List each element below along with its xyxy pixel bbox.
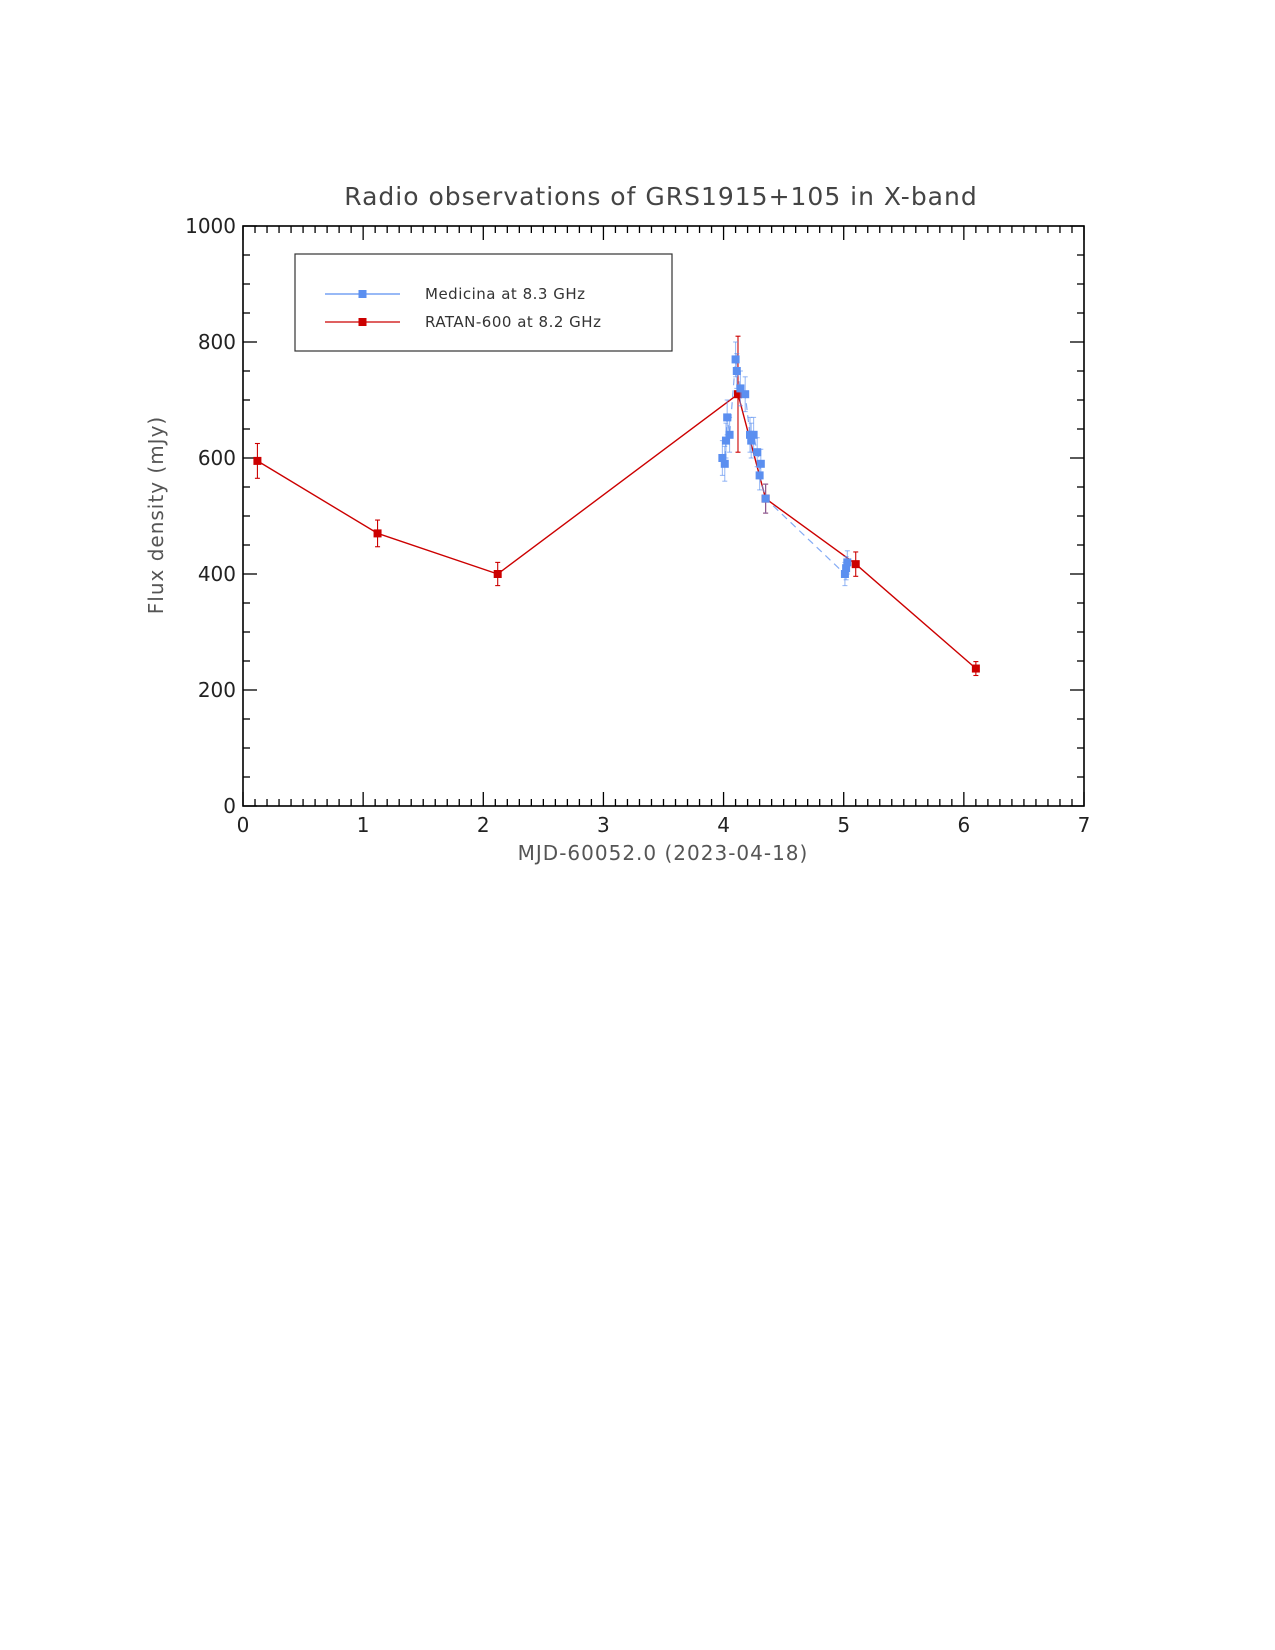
x-tick-label: 6	[957, 813, 970, 837]
data-point	[753, 448, 762, 457]
data-point	[721, 436, 730, 445]
data-point	[718, 454, 727, 462]
data-point	[733, 390, 742, 399]
legend-entries: Medicina at 8.3 GHz RATAN-600 at 8.2 GHz	[325, 285, 601, 331]
chart-title: Radio observations of GRS1915+105 in X-b…	[344, 182, 977, 211]
plot-frame-rect	[242, 225, 1085, 807]
y-tick-label: 800	[198, 330, 236, 354]
data-point	[723, 413, 732, 422]
y-tick-label: 0	[223, 794, 236, 818]
x-axis-label: MJD-60052.0 (2023-04-18)	[518, 841, 809, 865]
minor-ticks	[242, 225, 1085, 807]
data-point	[851, 560, 860, 569]
y-tick-label: 400	[198, 562, 236, 586]
legend-marker	[358, 318, 367, 326]
series-line	[257, 393, 977, 670]
data-point	[747, 436, 756, 445]
series-1	[253, 335, 980, 677]
x-tick-label: 2	[477, 813, 490, 837]
data-point	[971, 664, 980, 673]
legend-label: Medicina at 8.3 GHz	[425, 285, 585, 303]
x-tick-label: 0	[237, 813, 250, 837]
x-tick-label: 1	[357, 813, 370, 837]
data-point	[749, 430, 758, 439]
x-tick-label: 7	[1078, 813, 1091, 837]
y-tick-label: 600	[198, 446, 236, 470]
x-tick-label: 3	[597, 813, 610, 837]
data-point	[761, 494, 770, 503]
y-tick-label: 1000	[185, 214, 236, 238]
legend-label: RATAN-600 at 8.2 GHz	[425, 313, 601, 331]
data-point	[756, 459, 765, 468]
data-point	[842, 564, 851, 573]
data-point	[755, 471, 764, 480]
data-point	[373, 529, 382, 538]
y-tick-label: 200	[198, 678, 236, 702]
data-point	[843, 558, 852, 567]
legend-entry: Medicina at 8.3 GHz	[325, 285, 585, 303]
y-tick-labels: 0 200 400 600 800 1000	[185, 214, 236, 818]
data-point	[731, 355, 740, 364]
data-point	[725, 430, 734, 439]
data-point	[840, 570, 849, 578]
legend-entry: RATAN-600 at 8.2 GHz	[325, 313, 601, 331]
data-point	[732, 367, 741, 375]
data-point	[736, 384, 745, 393]
data-point	[493, 570, 502, 578]
plot-frame	[242, 225, 1085, 807]
legend-marker	[358, 290, 367, 298]
series-layer	[253, 335, 980, 677]
legend-box	[294, 253, 673, 352]
data-point	[741, 390, 750, 399]
y-axis-label: Flux density (mJy)	[144, 416, 168, 614]
x-tick-label: 4	[717, 813, 730, 837]
legend: Medicina at 8.3 GHz RATAN-600 at 8.2 GHz	[294, 253, 673, 352]
data-point	[253, 456, 262, 465]
series-0	[718, 341, 852, 587]
x-tick-labels: 0 1 2 3 4 5 6 7	[237, 813, 1091, 837]
x-tick-label: 5	[837, 813, 850, 837]
data-point	[720, 459, 729, 468]
